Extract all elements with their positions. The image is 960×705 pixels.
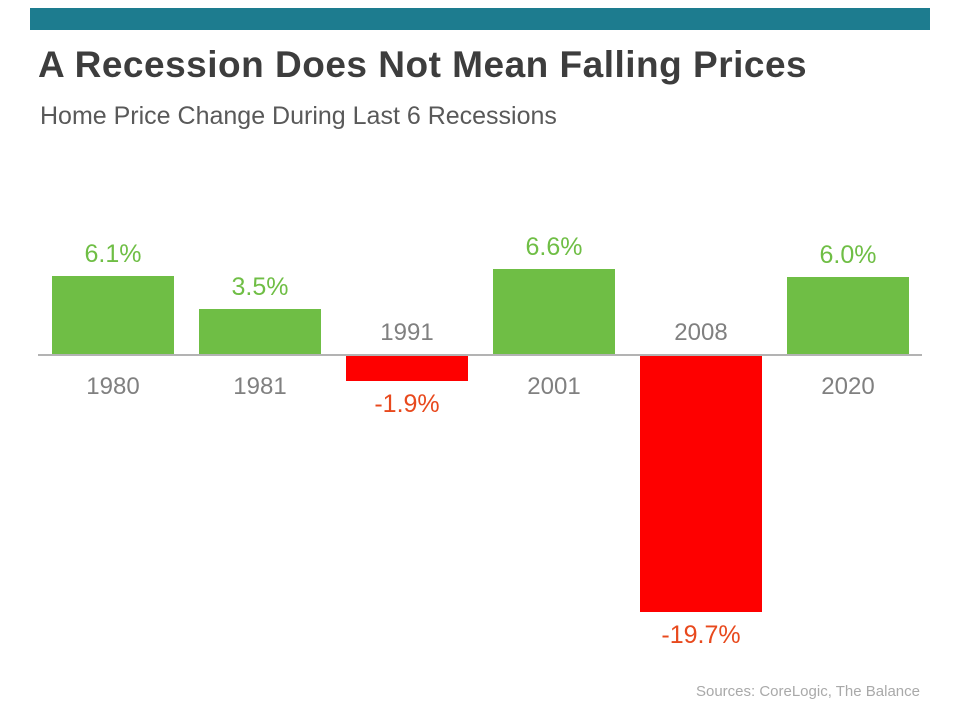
bar-2020 [787,277,909,355]
bar-year-label: 2001 [527,373,581,400]
bar-1981 [199,309,321,355]
bar-1991 [346,356,468,381]
bar-value-label: 6.1% [84,240,142,268]
bar-value-label: -19.7% [661,621,741,649]
bar-year-label: 1991 [380,319,434,346]
zero-axis-line [38,354,922,356]
bar-year-label: 2008 [674,319,728,346]
top-accent-bar [30,8,930,30]
bar-2001 [493,269,615,355]
sources-credit: Sources: CoreLogic, The Balance [695,683,920,700]
bar-1980 [52,276,174,355]
bar-year-label: 2020 [821,373,875,400]
bar-value-label: -1.9% [374,390,440,418]
bar-year-label: 1981 [233,373,287,400]
bar-value-label: 6.0% [819,241,877,269]
bar-value-label: 6.6% [525,233,583,261]
bar-value-label: 3.5% [231,273,289,301]
page-title: A Recession Does Not Mean Falling Prices [38,44,808,85]
page-subtitle: Home Price Change During Last 6 Recessio… [40,102,557,130]
bar-2008 [640,356,762,612]
bar-year-label: 1980 [86,373,140,400]
